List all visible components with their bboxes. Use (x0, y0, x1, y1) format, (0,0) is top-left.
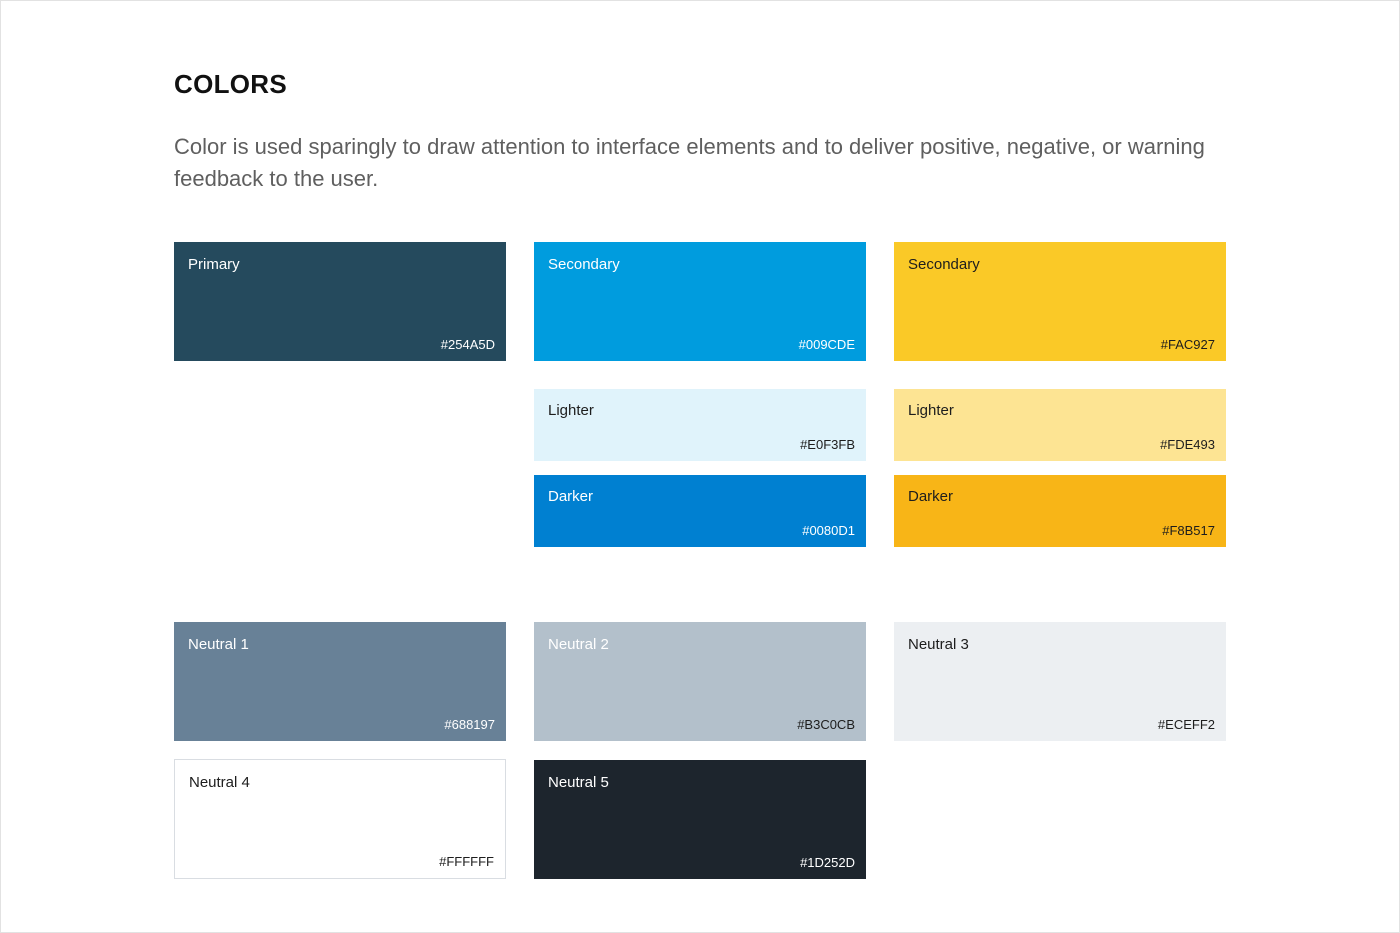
swatch-blue-darker: Darker #0080D1 (534, 475, 866, 547)
swatch-yellow-darker: Darker #F8B517 (894, 475, 1226, 547)
swatch-secondary-yellow: Secondary #FAC927 (894, 242, 1226, 361)
swatch-neutral-2: Neutral 2 #B3C0CB (534, 622, 866, 741)
swatch-yellow-lighter: Lighter #FDE493 (894, 389, 1226, 461)
swatch-secondary-blue: Secondary #009CDE (534, 242, 866, 361)
swatch-label: Neutral 3 (908, 636, 969, 653)
swatch-hex-code: #009CDE (798, 337, 855, 352)
swatch-blue-lighter: Lighter #E0F3FB (534, 389, 866, 461)
swatch-hex-code: #B3C0CB (797, 717, 855, 732)
swatch-hex-code: #1D252D (800, 855, 855, 870)
swatch-neutral-5: Neutral 5 #1D252D (534, 760, 866, 879)
swatch-hex-code: #ECEFF2 (1157, 717, 1215, 732)
swatch-hex-code: #FDE493 (1160, 437, 1215, 452)
swatch-neutral-4: Neutral 4 #FFFFFF (174, 759, 506, 879)
swatch-label: Neutral 1 (188, 636, 249, 653)
swatch-label: Neutral 4 (189, 774, 250, 791)
swatch-label: Lighter (548, 402, 594, 419)
page-title: COLORS (174, 69, 288, 99)
swatch-neutral-1: Neutral 1 #688197 (174, 622, 506, 741)
swatch-label: Darker (548, 488, 594, 505)
swatch-hex-code: #FAC927 (1160, 337, 1215, 352)
swatch-label: Neutral 5 (548, 774, 609, 791)
swatch-hex-code: #254A5D (440, 337, 495, 352)
swatch-label: Secondary (908, 256, 980, 273)
swatch-label: Secondary (548, 256, 620, 273)
swatch-label: Primary (188, 256, 240, 273)
swatch-label: Neutral 2 (548, 636, 609, 653)
swatch-hex-code: #0080D1 (802, 523, 855, 538)
swatch-label: Darker (908, 488, 954, 505)
swatch-label: Lighter (908, 402, 954, 419)
swatch-hex-code: #E0F3FB (800, 437, 855, 452)
swatch-primary: Primary #254A5D (174, 242, 506, 361)
swatch-hex-code: #F8B517 (1162, 523, 1215, 538)
page-description: Color is used sparingly to draw attentio… (174, 134, 1205, 191)
swatch-neutral-3: Neutral 3 #ECEFF2 (894, 622, 1226, 741)
swatch-hex-code: #FFFFFF (439, 854, 494, 869)
swatch-hex-code: #688197 (444, 717, 495, 732)
